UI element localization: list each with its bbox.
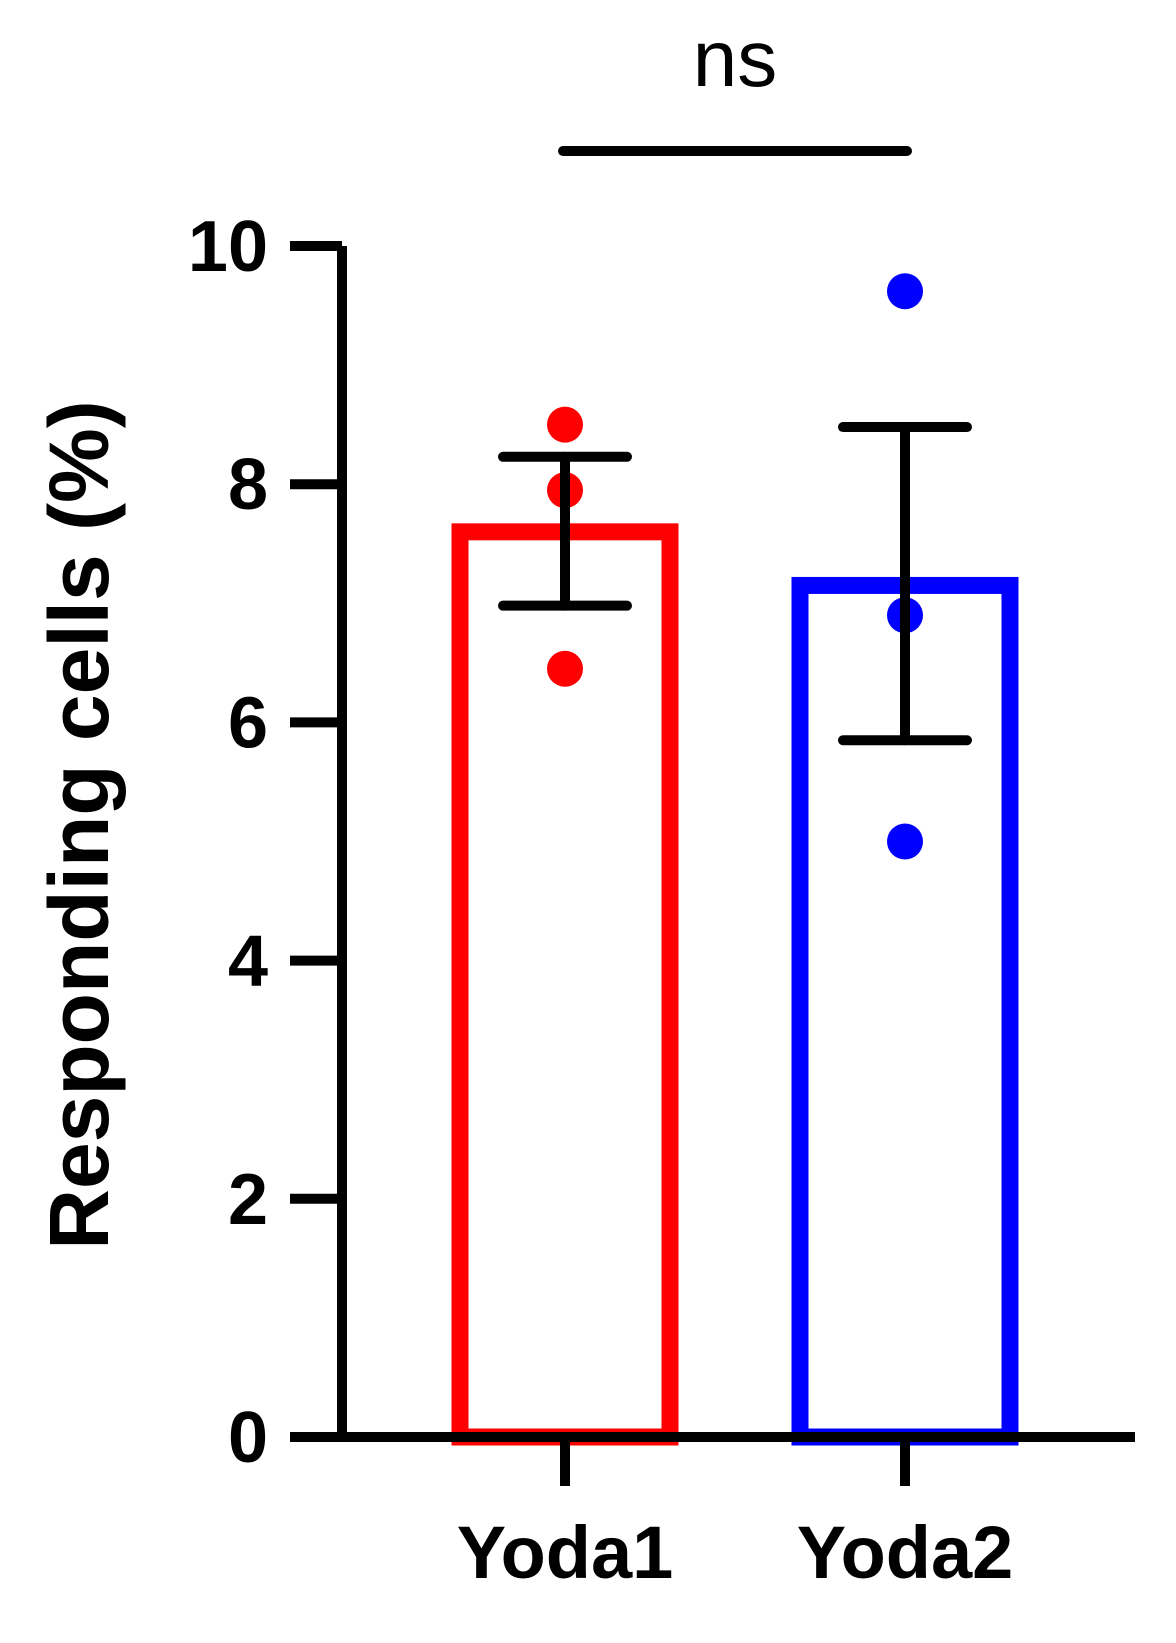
y-tick-label-10: 10 [188, 207, 268, 287]
y-tick-label-0: 0 [228, 1398, 268, 1478]
y-tick-label-2: 2 [228, 1160, 268, 1240]
x-tick-label-yoda1: Yoda1 [457, 1511, 674, 1594]
data-point-yoda1-1 [547, 406, 583, 443]
data-point-yoda2-3 [887, 823, 923, 860]
error-bar-yoda1 [498, 451, 632, 611]
error-bar-yoda2 [838, 422, 972, 746]
data-point-yoda2-1 [887, 273, 923, 310]
x-tick-label-yoda2: Yoda2 [797, 1511, 1014, 1594]
y-axis-label: Responding cells (%) [32, 400, 126, 1249]
y-tick-label-8: 8 [228, 445, 268, 525]
axes-layer: 0 2 4 6 8 10 Yoda1 Yoda2 [188, 146, 1135, 1594]
bars-layer [451, 523, 1019, 1446]
data-point-yoda1-3 [547, 650, 583, 687]
y-tick-label-4: 4 [228, 922, 268, 1002]
labels-layer: Responding cells (%) ns [32, 14, 777, 1250]
significance-label: ns [693, 14, 778, 103]
points-layer [547, 273, 923, 860]
error-bars-layer [498, 422, 972, 746]
y-tick-label-6: 6 [228, 683, 268, 763]
